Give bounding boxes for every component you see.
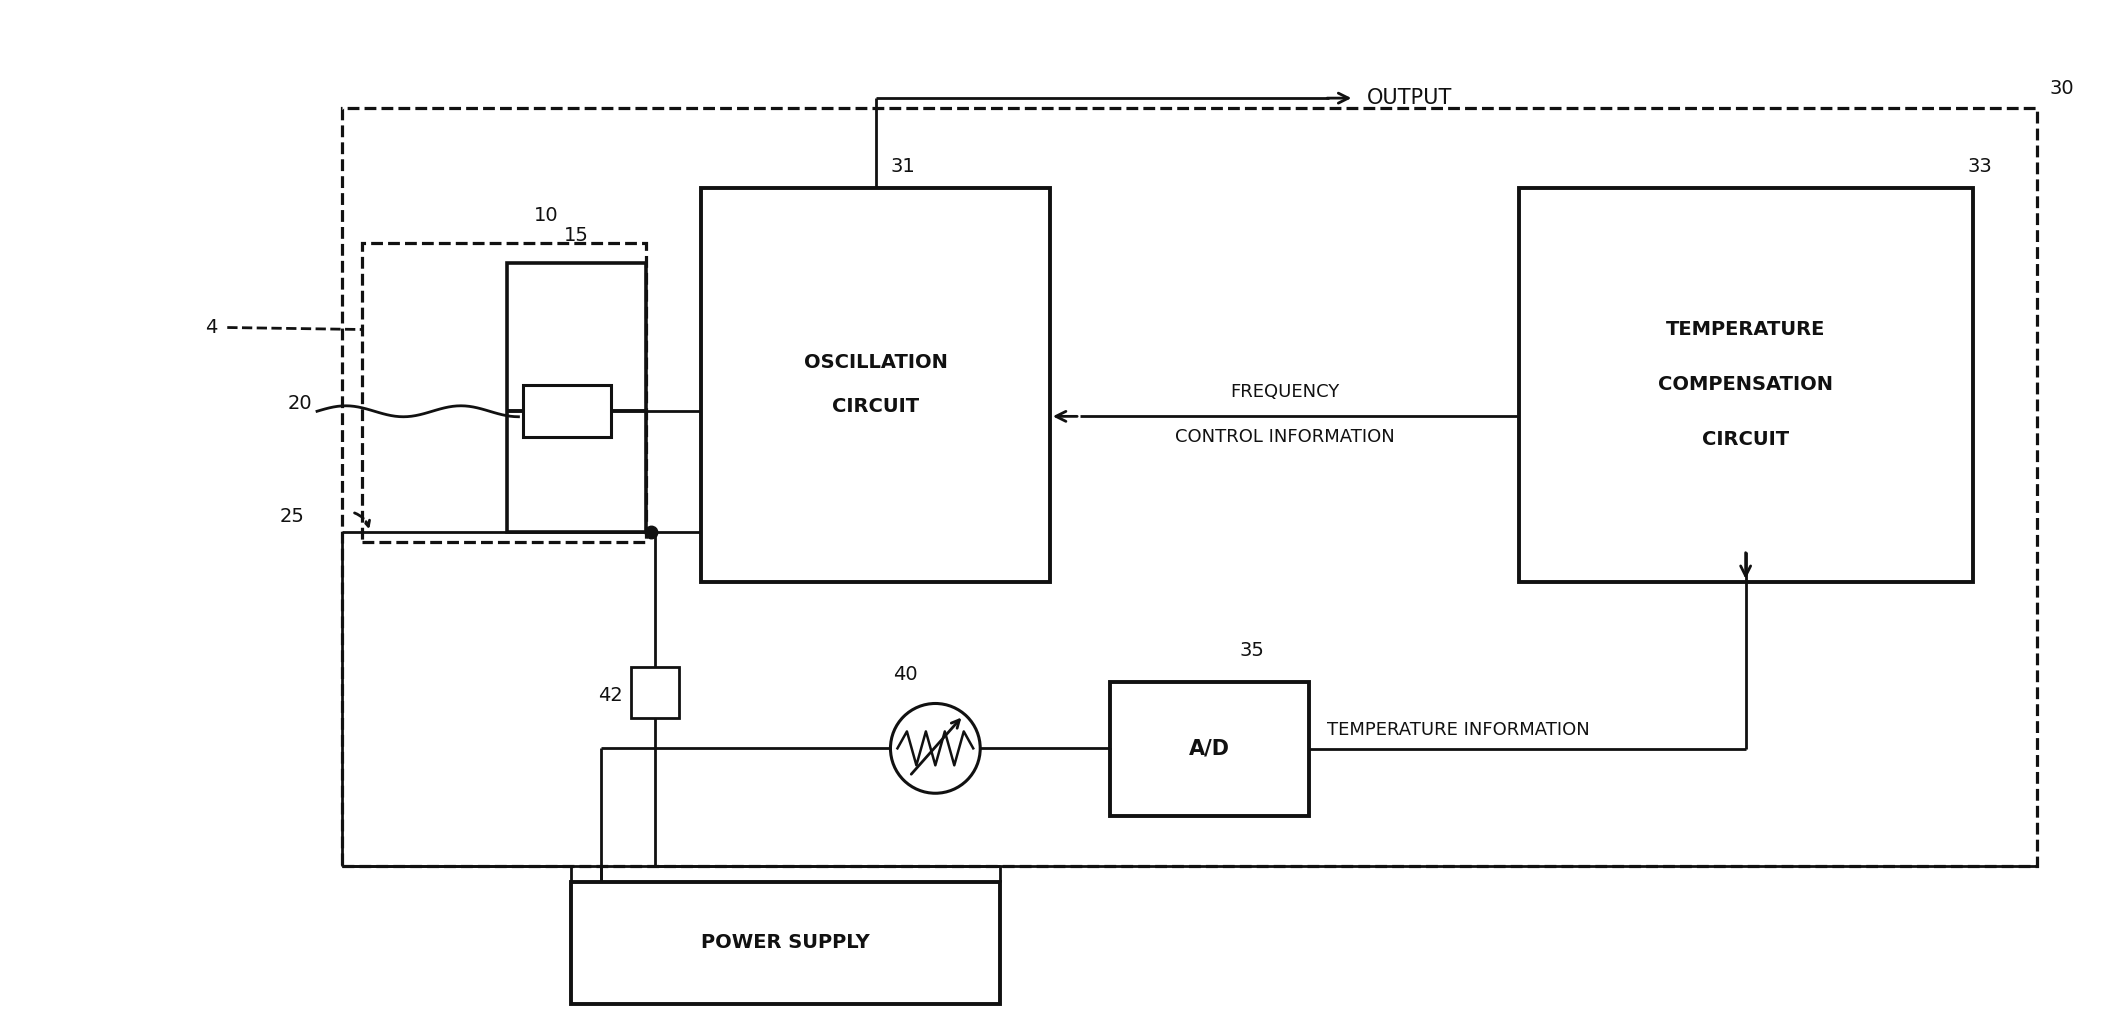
Bar bbox=[363, 242, 647, 542]
Text: OUTPUT: OUTPUT bbox=[1368, 88, 1453, 108]
Bar bbox=[524, 385, 611, 438]
Text: POWER SUPPLY: POWER SUPPLY bbox=[702, 934, 870, 952]
Text: FREQUENCY: FREQUENCY bbox=[1230, 383, 1338, 402]
Text: 30: 30 bbox=[2049, 79, 2074, 99]
Text: CONTROL INFORMATION: CONTROL INFORMATION bbox=[1175, 428, 1393, 447]
Bar bbox=[507, 263, 647, 532]
Text: A/D: A/D bbox=[1190, 738, 1230, 759]
Text: 4: 4 bbox=[206, 318, 216, 337]
Bar bbox=[1519, 188, 1973, 582]
Bar bbox=[632, 667, 679, 719]
Text: 25: 25 bbox=[280, 507, 305, 527]
Text: 40: 40 bbox=[893, 664, 918, 684]
Text: 33: 33 bbox=[1968, 157, 1992, 176]
Text: 20: 20 bbox=[288, 393, 312, 413]
Bar bbox=[700, 188, 1050, 582]
Bar bbox=[341, 108, 2038, 866]
Text: CIRCUIT: CIRCUIT bbox=[1701, 430, 1790, 449]
Text: COMPENSATION: COMPENSATION bbox=[1659, 375, 1833, 394]
Text: 10: 10 bbox=[534, 205, 560, 225]
Text: TEMPERATURE INFORMATION: TEMPERATURE INFORMATION bbox=[1328, 721, 1591, 738]
Text: OSCILLATION: OSCILLATION bbox=[804, 353, 948, 373]
Bar bbox=[571, 882, 1001, 1003]
Bar bbox=[1109, 682, 1309, 816]
Text: TEMPERATURE: TEMPERATURE bbox=[1665, 320, 1826, 340]
Text: 42: 42 bbox=[598, 686, 624, 705]
Text: 35: 35 bbox=[1239, 641, 1264, 659]
Text: CIRCUIT: CIRCUIT bbox=[831, 397, 918, 416]
Text: 15: 15 bbox=[564, 226, 590, 244]
Text: 31: 31 bbox=[891, 157, 914, 176]
